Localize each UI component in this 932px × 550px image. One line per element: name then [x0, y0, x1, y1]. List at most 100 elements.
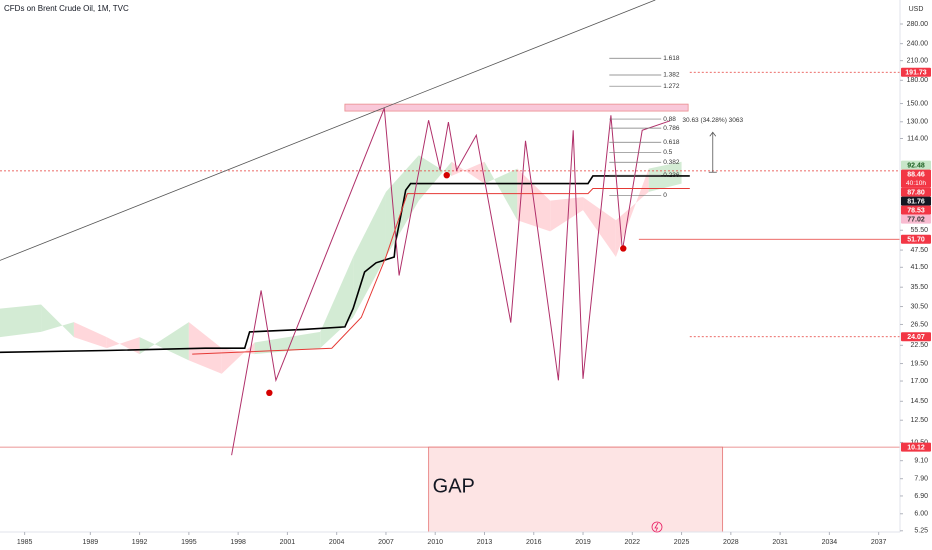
y-tick-label: 14.50	[910, 398, 928, 405]
x-tick-label: 2004	[329, 539, 345, 546]
x-tick-label: 2016	[526, 539, 542, 546]
fib-label: 0.5	[663, 149, 672, 156]
x-tick-label: 1985	[17, 539, 33, 546]
y-tick-label: 114.00	[907, 135, 928, 142]
fib-label: 0	[663, 192, 667, 199]
fib-label: 1.272	[663, 83, 680, 90]
trend-line	[0, 0, 656, 261]
price-tag-label: 191.73	[905, 69, 927, 76]
gap-zone	[428, 446, 724, 532]
y-tick-label: 55.50	[910, 227, 928, 234]
price-tag-label: 24.07	[907, 334, 925, 341]
y-tick-label: 47.50	[910, 247, 928, 254]
cloud-segment	[41, 304, 74, 338]
x-tick-label: 1989	[83, 539, 99, 546]
countdown-label: 40:10h	[906, 180, 926, 187]
x-tick-label: 2007	[378, 539, 394, 546]
price-tag	[901, 234, 931, 244]
cloud-segment	[648, 161, 682, 192]
y-tick-label: 210.00	[907, 57, 929, 64]
measure-arrowhead	[709, 131, 717, 137]
y-tick-label: 240.00	[907, 40, 929, 47]
cloud-segment	[550, 197, 584, 232]
y-tick-label: 41.50	[910, 264, 928, 271]
price-tag	[901, 214, 931, 224]
x-tick-label: 2028	[723, 539, 739, 546]
price-tag-label: 87.80	[907, 189, 925, 196]
fib-label: 1.618	[663, 55, 680, 62]
measure-label: 30.63 (34.28%) 3063	[682, 117, 743, 124]
price-tag	[901, 205, 931, 215]
currency-label: USD	[909, 6, 924, 13]
price-tag-label: 51.70	[907, 236, 925, 243]
price-tag-label: 92.48	[907, 162, 925, 169]
pivot-marker	[266, 389, 273, 397]
cloud-segment	[451, 161, 485, 184]
price-tag-label: 81.76	[907, 198, 925, 205]
price-tag	[901, 169, 931, 188]
fib-label: 0.786	[663, 125, 680, 132]
axes: 280.00 240.00 210.00 180.00 150.00 130.00 114.…	[17, 21, 931, 546]
cloud-segment	[320, 256, 354, 349]
price-line	[0, 175, 690, 354]
y-tick-label: 26.50	[910, 321, 928, 328]
price-tag-label: 77.02	[907, 216, 925, 223]
price-tag	[901, 187, 931, 197]
price-axis-bg	[900, 0, 932, 550]
cloud-segment	[418, 155, 452, 201]
price-tag-label: 78.53	[907, 207, 925, 214]
y-tick-label: 180.00	[907, 77, 929, 84]
y-tick-label: 22.50	[910, 342, 928, 349]
y-tick-label: 6.00	[914, 511, 928, 518]
x-tick-label: 1995	[181, 539, 197, 546]
y-tick-label: 6.90	[914, 493, 928, 500]
cloud-segment	[353, 191, 386, 318]
cloud-segment	[139, 322, 189, 361]
price-line	[231, 108, 671, 456]
x-tick-label: 2022	[625, 539, 641, 546]
price-tag	[901, 160, 931, 170]
y-tick-label: 280.00	[907, 21, 929, 28]
price-line	[192, 188, 690, 355]
x-tick-label: 2031	[772, 539, 788, 546]
cloud-segment	[484, 161, 518, 221]
cloud-segment	[106, 337, 140, 355]
x-tick-label: 2010	[427, 539, 443, 546]
price-tag-label: 10.12	[907, 444, 925, 451]
fib-label: 1.382	[663, 72, 680, 79]
y-tick-label: 30.50	[910, 303, 928, 310]
cloud-segment	[221, 342, 255, 374]
flash-icon	[651, 521, 663, 533]
x-tick-label: 2013	[477, 539, 493, 546]
price-tag	[901, 332, 931, 342]
x-tick-label: 2037	[871, 539, 887, 546]
plot-area: GAP 1.618 1.382 1.272 0.88 0.786 0.618 0.5 0.382…	[0, 0, 900, 532]
y-tick-label: 35.50	[910, 284, 928, 291]
price-tag-label: 88.46	[907, 171, 925, 178]
y-tick-label: 9.10	[914, 458, 928, 465]
y-tick-label: 19.50	[910, 360, 928, 367]
y-tick-label: 150.00	[907, 100, 929, 107]
fib-label: 0.618	[663, 139, 680, 146]
pivot-marker	[620, 245, 627, 252]
cloud-segment	[73, 322, 107, 349]
x-tick-label: 1998	[230, 539, 246, 546]
x-tick-label: 2034	[822, 539, 838, 546]
price-tag	[901, 196, 931, 206]
x-tick-label: 2001	[280, 539, 296, 546]
cloud-segment	[615, 168, 649, 257]
y-tick-label: 130.00	[907, 119, 929, 126]
cloud-segment	[0, 304, 42, 338]
y-tick-label: 12.50	[910, 417, 928, 424]
price-tag	[901, 67, 931, 77]
y-tick-label: 5.25	[914, 528, 928, 535]
price-tag	[901, 442, 931, 452]
y-tick-label: 7.90	[914, 476, 928, 483]
gap-label: GAP	[433, 475, 475, 497]
x-tick-label: 2025	[674, 539, 690, 546]
fib-label: 0.382	[663, 159, 680, 166]
chart-title: CFDs on Brent Crude Oil, 1M, TVC	[4, 4, 129, 13]
x-tick-label: 2019	[575, 539, 591, 546]
resistance-zone	[344, 103, 689, 112]
